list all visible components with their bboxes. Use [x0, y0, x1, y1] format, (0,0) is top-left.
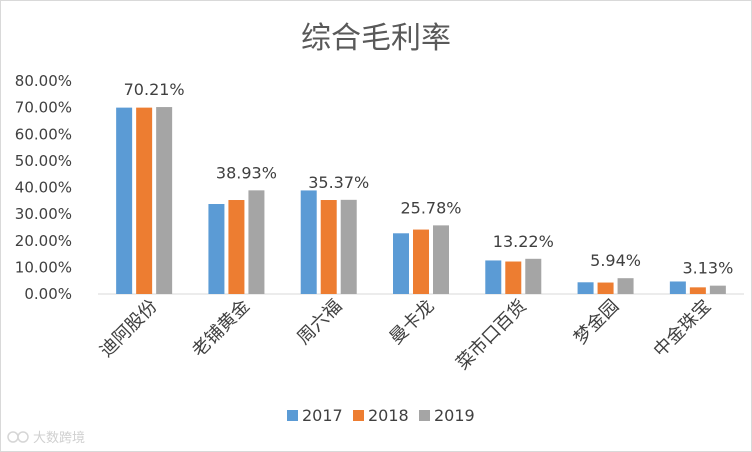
- bar-2017: [116, 107, 133, 294]
- data-label: 70.21%: [124, 80, 185, 99]
- legend-label: 2019: [434, 406, 475, 425]
- legend: 2017 2018 2019: [287, 406, 475, 425]
- data-label: 35.37%: [308, 173, 369, 192]
- bar-2017: [577, 282, 594, 294]
- bar-2018: [597, 282, 614, 294]
- bar-2018: [689, 287, 706, 294]
- y-tick-label: 10.00%: [15, 258, 72, 276]
- category-label: 迪阿股份: [96, 296, 162, 362]
- y-tick-label: 40.00%: [15, 179, 72, 197]
- legend-swatch: [419, 410, 430, 421]
- legend-swatch: [287, 410, 298, 421]
- bar-2017: [669, 281, 686, 294]
- bar-2019: [617, 278, 634, 294]
- watermark-logo: 大数跨境: [7, 431, 85, 446]
- bar-2018: [505, 261, 522, 294]
- legend-label: 2017: [302, 406, 343, 425]
- bar-2019: [248, 190, 265, 294]
- bar-2017: [300, 190, 317, 294]
- y-tick-label: 60.00%: [15, 125, 72, 143]
- legend-label: 2018: [368, 406, 409, 425]
- y-tick-label: 70.00%: [15, 99, 72, 117]
- bar-2019: [709, 285, 726, 294]
- category-label: 曼卡龙: [386, 296, 439, 349]
- bar-2018: [320, 200, 337, 294]
- bar-2019: [525, 258, 542, 294]
- category-label: 周六福: [293, 296, 346, 349]
- bar-2017: [393, 233, 409, 294]
- bar-2018: [228, 200, 245, 294]
- y-axis-tick-labels: 0.00% 10.00% 20.00% 30.00% 40.00% 50.00% 60.00…: [15, 72, 72, 303]
- data-label: 5.94%: [590, 251, 641, 270]
- bar-2019: [340, 199, 357, 294]
- category-label: 梦金园: [570, 296, 623, 349]
- y-tick-label: 0.00%: [24, 285, 72, 303]
- legend-swatch: [353, 410, 364, 421]
- y-tick-label: 20.00%: [15, 232, 72, 250]
- bar-series: [116, 107, 726, 294]
- category-label: 菜市口百货: [452, 296, 530, 374]
- bar-2019: [433, 225, 449, 294]
- data-label: 38.93%: [216, 163, 277, 182]
- data-label: 25.78%: [400, 198, 461, 217]
- watermark-text: 大数跨境: [33, 431, 85, 446]
- x-axis-category-labels: 迪阿股份 老铺黄金 周六福 曼卡龙 菜市口百货 梦金园 中金珠宝: [96, 296, 715, 374]
- data-label: 3.13%: [682, 259, 733, 278]
- chart-title: 综合毛利率: [301, 21, 451, 56]
- data-label: 13.22%: [493, 232, 554, 251]
- data-labels: 70.21% 38.93% 35.37% 25.78% 13.22% 5.94% 3.13%: [124, 80, 734, 278]
- bar-2018: [413, 229, 429, 294]
- y-tick-label: 30.00%: [15, 205, 72, 223]
- y-tick-label: 50.00%: [15, 152, 72, 170]
- y-tick-label: 80.00%: [15, 72, 72, 90]
- bar-2017: [208, 204, 225, 294]
- bar-2018: [136, 107, 153, 294]
- category-label: 中金珠宝: [650, 296, 716, 362]
- bar-2017: [485, 260, 502, 294]
- bar-2019: [156, 107, 173, 294]
- category-label: 老铺黄金: [188, 296, 254, 362]
